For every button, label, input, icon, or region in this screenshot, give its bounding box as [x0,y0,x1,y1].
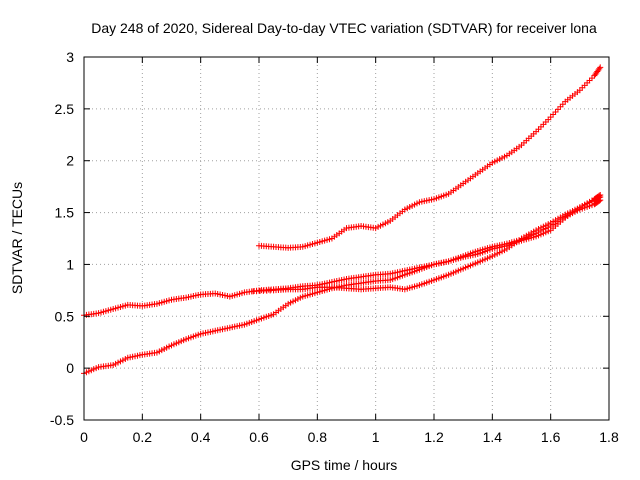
x-tick-label: 1.8 [599,429,619,445]
data-point [596,194,603,201]
plot-frame [83,56,610,421]
y-tick-label: 2 [66,153,74,169]
y-tick-label: 3 [66,49,74,65]
x-tick-label: 1 [372,429,380,445]
x-tick-label: 1.2 [424,429,444,445]
y-tick-label: -0.5 [50,412,74,428]
x-tick-label: 0.6 [249,429,269,445]
y-tick-label: 1.5 [55,205,75,221]
y-axis-label: SDTVAR / TECUs [9,182,25,294]
x-tick-label: 1.6 [541,429,561,445]
x-tick-label: 0.4 [191,429,211,445]
x-axis-label: GPS time / hours [291,457,398,473]
y-tick-label: 0 [66,360,74,376]
x-tick-label: 1.4 [483,429,503,445]
data-point [597,194,604,201]
y-tick-label: 1 [66,256,74,272]
axis-ticks: 0 0.2 0.4 0.6 0.8 1 1.2 1.4 1.6 1.8 -0.5 0 0.5 1 1.5 2 2… [50,49,619,445]
satellite-track-3 [256,64,604,251]
data-point [596,65,603,72]
y-tick-label: 0.5 [55,308,75,324]
x-tick-label: 0.8 [308,429,328,445]
x-tick-label: 0.2 [133,429,153,445]
y-tick-label: 2.5 [55,101,75,117]
satellite-track-2 [81,197,604,377]
satellite-track-4 [250,194,604,295]
x-tick-label: 0 [80,429,88,445]
data-points [81,64,604,377]
chart-title: Day 248 of 2020, Sidereal Day-to-day VTE… [91,20,597,36]
data-point [597,64,604,71]
